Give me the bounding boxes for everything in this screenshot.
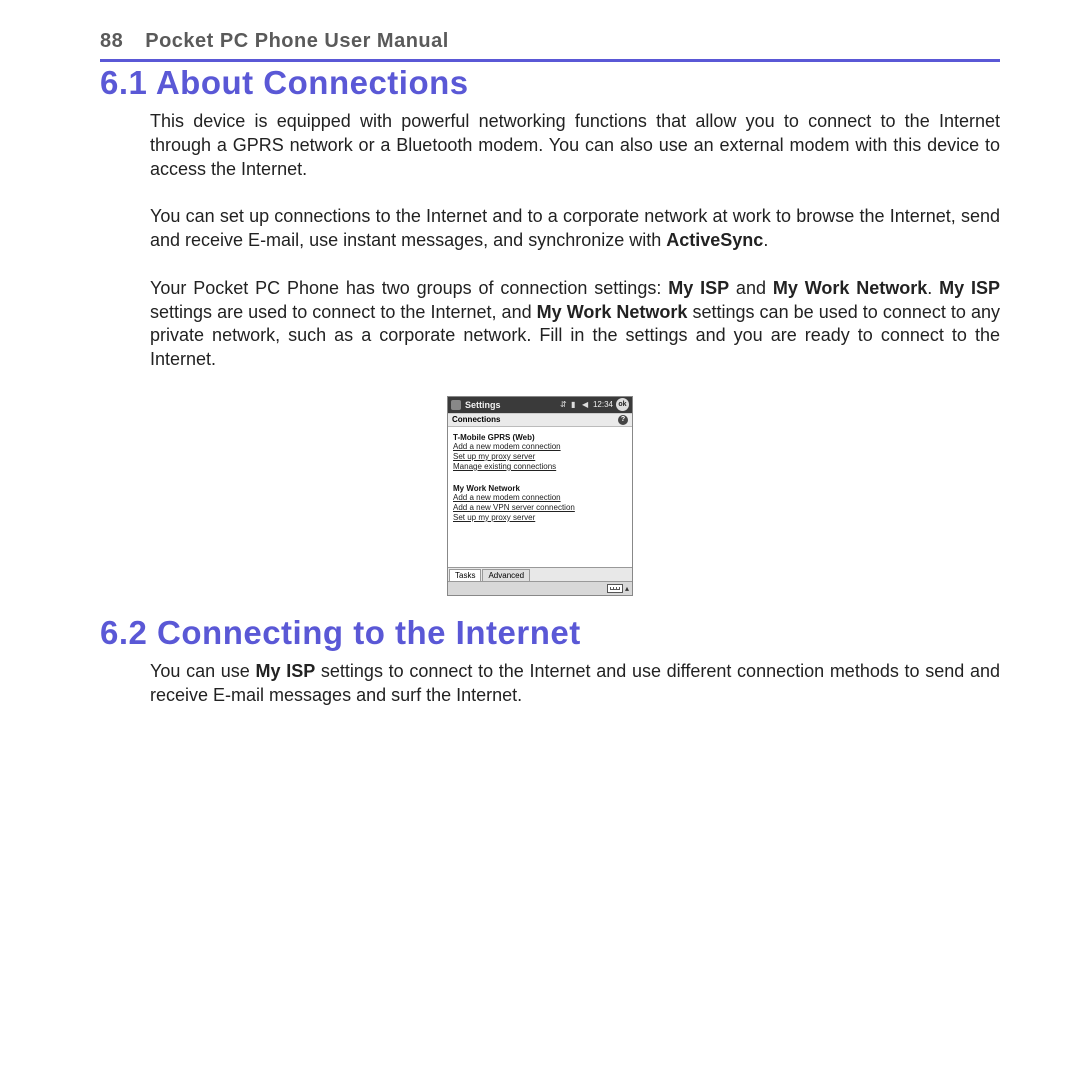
pocketpc-window: Settings ⇵ ▮ ◀ 12:34 ok Connections ? T-… bbox=[447, 396, 633, 596]
panel-body: T-Mobile GPRS (Web) Add a new modem conn… bbox=[448, 427, 632, 567]
para-text: Your Pocket PC Phone has two groups of c… bbox=[150, 278, 668, 298]
work-group-title: My Work Network bbox=[453, 484, 627, 493]
para-text: You can set up connections to the Intern… bbox=[150, 206, 1000, 250]
work-link-add-modem[interactable]: Add a new modem connection bbox=[453, 493, 627, 503]
section-number: 6.1 bbox=[100, 64, 147, 101]
window-titlebar: Settings ⇵ ▮ ◀ 12:34 ok bbox=[448, 397, 632, 413]
isp-link-add-modem[interactable]: Add a new modem connection bbox=[453, 442, 627, 452]
isp-group-title: T-Mobile GPRS (Web) bbox=[453, 433, 627, 442]
tab-tasks[interactable]: Tasks bbox=[449, 569, 481, 581]
section-6-1-para-1: This device is equipped with powerful ne… bbox=[150, 110, 1000, 181]
start-icon[interactable] bbox=[451, 400, 461, 410]
bold-my-work-network-2: My Work Network bbox=[537, 302, 688, 322]
isp-link-manage[interactable]: Manage existing connections bbox=[453, 462, 627, 472]
header-divider bbox=[100, 59, 1000, 62]
keyboard-icon[interactable] bbox=[607, 584, 623, 593]
bold-activesync: ActiveSync bbox=[666, 230, 763, 250]
bold-my-isp: My ISP bbox=[668, 278, 729, 298]
para-text: settings are used to connect to the Inte… bbox=[150, 302, 537, 322]
work-link-add-vpn[interactable]: Add a new VPN server connection bbox=[453, 503, 627, 513]
connectivity-icon: ⇵ bbox=[560, 401, 568, 409]
ok-button[interactable]: ok bbox=[616, 398, 629, 411]
section-6-1-para-2: You can set up connections to the Intern… bbox=[150, 205, 1000, 253]
manual-title: Pocket PC Phone User Manual bbox=[145, 30, 449, 53]
section-6-2-heading: 6.2 Connecting to the Internet bbox=[100, 614, 1000, 652]
section-6-2-para-1: You can use My ISP settings to connect t… bbox=[150, 660, 1000, 708]
panel-title: Connections bbox=[452, 415, 500, 424]
status-icons: ⇵ ▮ ◀ bbox=[560, 401, 590, 409]
signal-icon: ▮ bbox=[571, 401, 579, 409]
help-icon[interactable]: ? bbox=[618, 415, 628, 425]
bold-my-work-network: My Work Network bbox=[773, 278, 927, 298]
tab-strip: Tasks Advanced bbox=[448, 567, 632, 581]
para-text: . bbox=[927, 278, 939, 298]
page-number: 88 bbox=[100, 30, 123, 53]
work-link-proxy[interactable]: Set up my proxy server bbox=[453, 513, 627, 523]
bold-my-isp-3: My ISP bbox=[256, 661, 316, 681]
section-title: About Connections bbox=[156, 64, 469, 101]
speaker-icon: ◀ bbox=[582, 401, 590, 409]
para-text: . bbox=[763, 230, 768, 250]
app-title: Settings bbox=[465, 400, 501, 410]
input-panel-bar: ▴ bbox=[448, 581, 632, 595]
section-6-1-heading: 6.1 About Connections bbox=[100, 64, 1000, 102]
section-title: Connecting to the Internet bbox=[157, 614, 581, 651]
para-text: You can use bbox=[150, 661, 256, 681]
device-screenshot: Settings ⇵ ▮ ◀ 12:34 ok Connections ? T-… bbox=[0, 396, 1080, 596]
clock-time: 12:34 bbox=[593, 400, 613, 409]
page-header: 88 Pocket PC Phone User Manual bbox=[100, 0, 1000, 59]
bold-my-isp-2: My ISP bbox=[939, 278, 1000, 298]
sip-arrow-icon[interactable]: ▴ bbox=[625, 584, 629, 593]
isp-link-proxy[interactable]: Set up my proxy server bbox=[453, 452, 627, 462]
section-number: 6.2 bbox=[100, 614, 147, 651]
window-subtitle-bar: Connections ? bbox=[448, 413, 632, 427]
tab-advanced[interactable]: Advanced bbox=[482, 569, 530, 581]
section-6-1-para-3: Your Pocket PC Phone has two groups of c… bbox=[150, 277, 1000, 372]
para-text: and bbox=[729, 278, 773, 298]
